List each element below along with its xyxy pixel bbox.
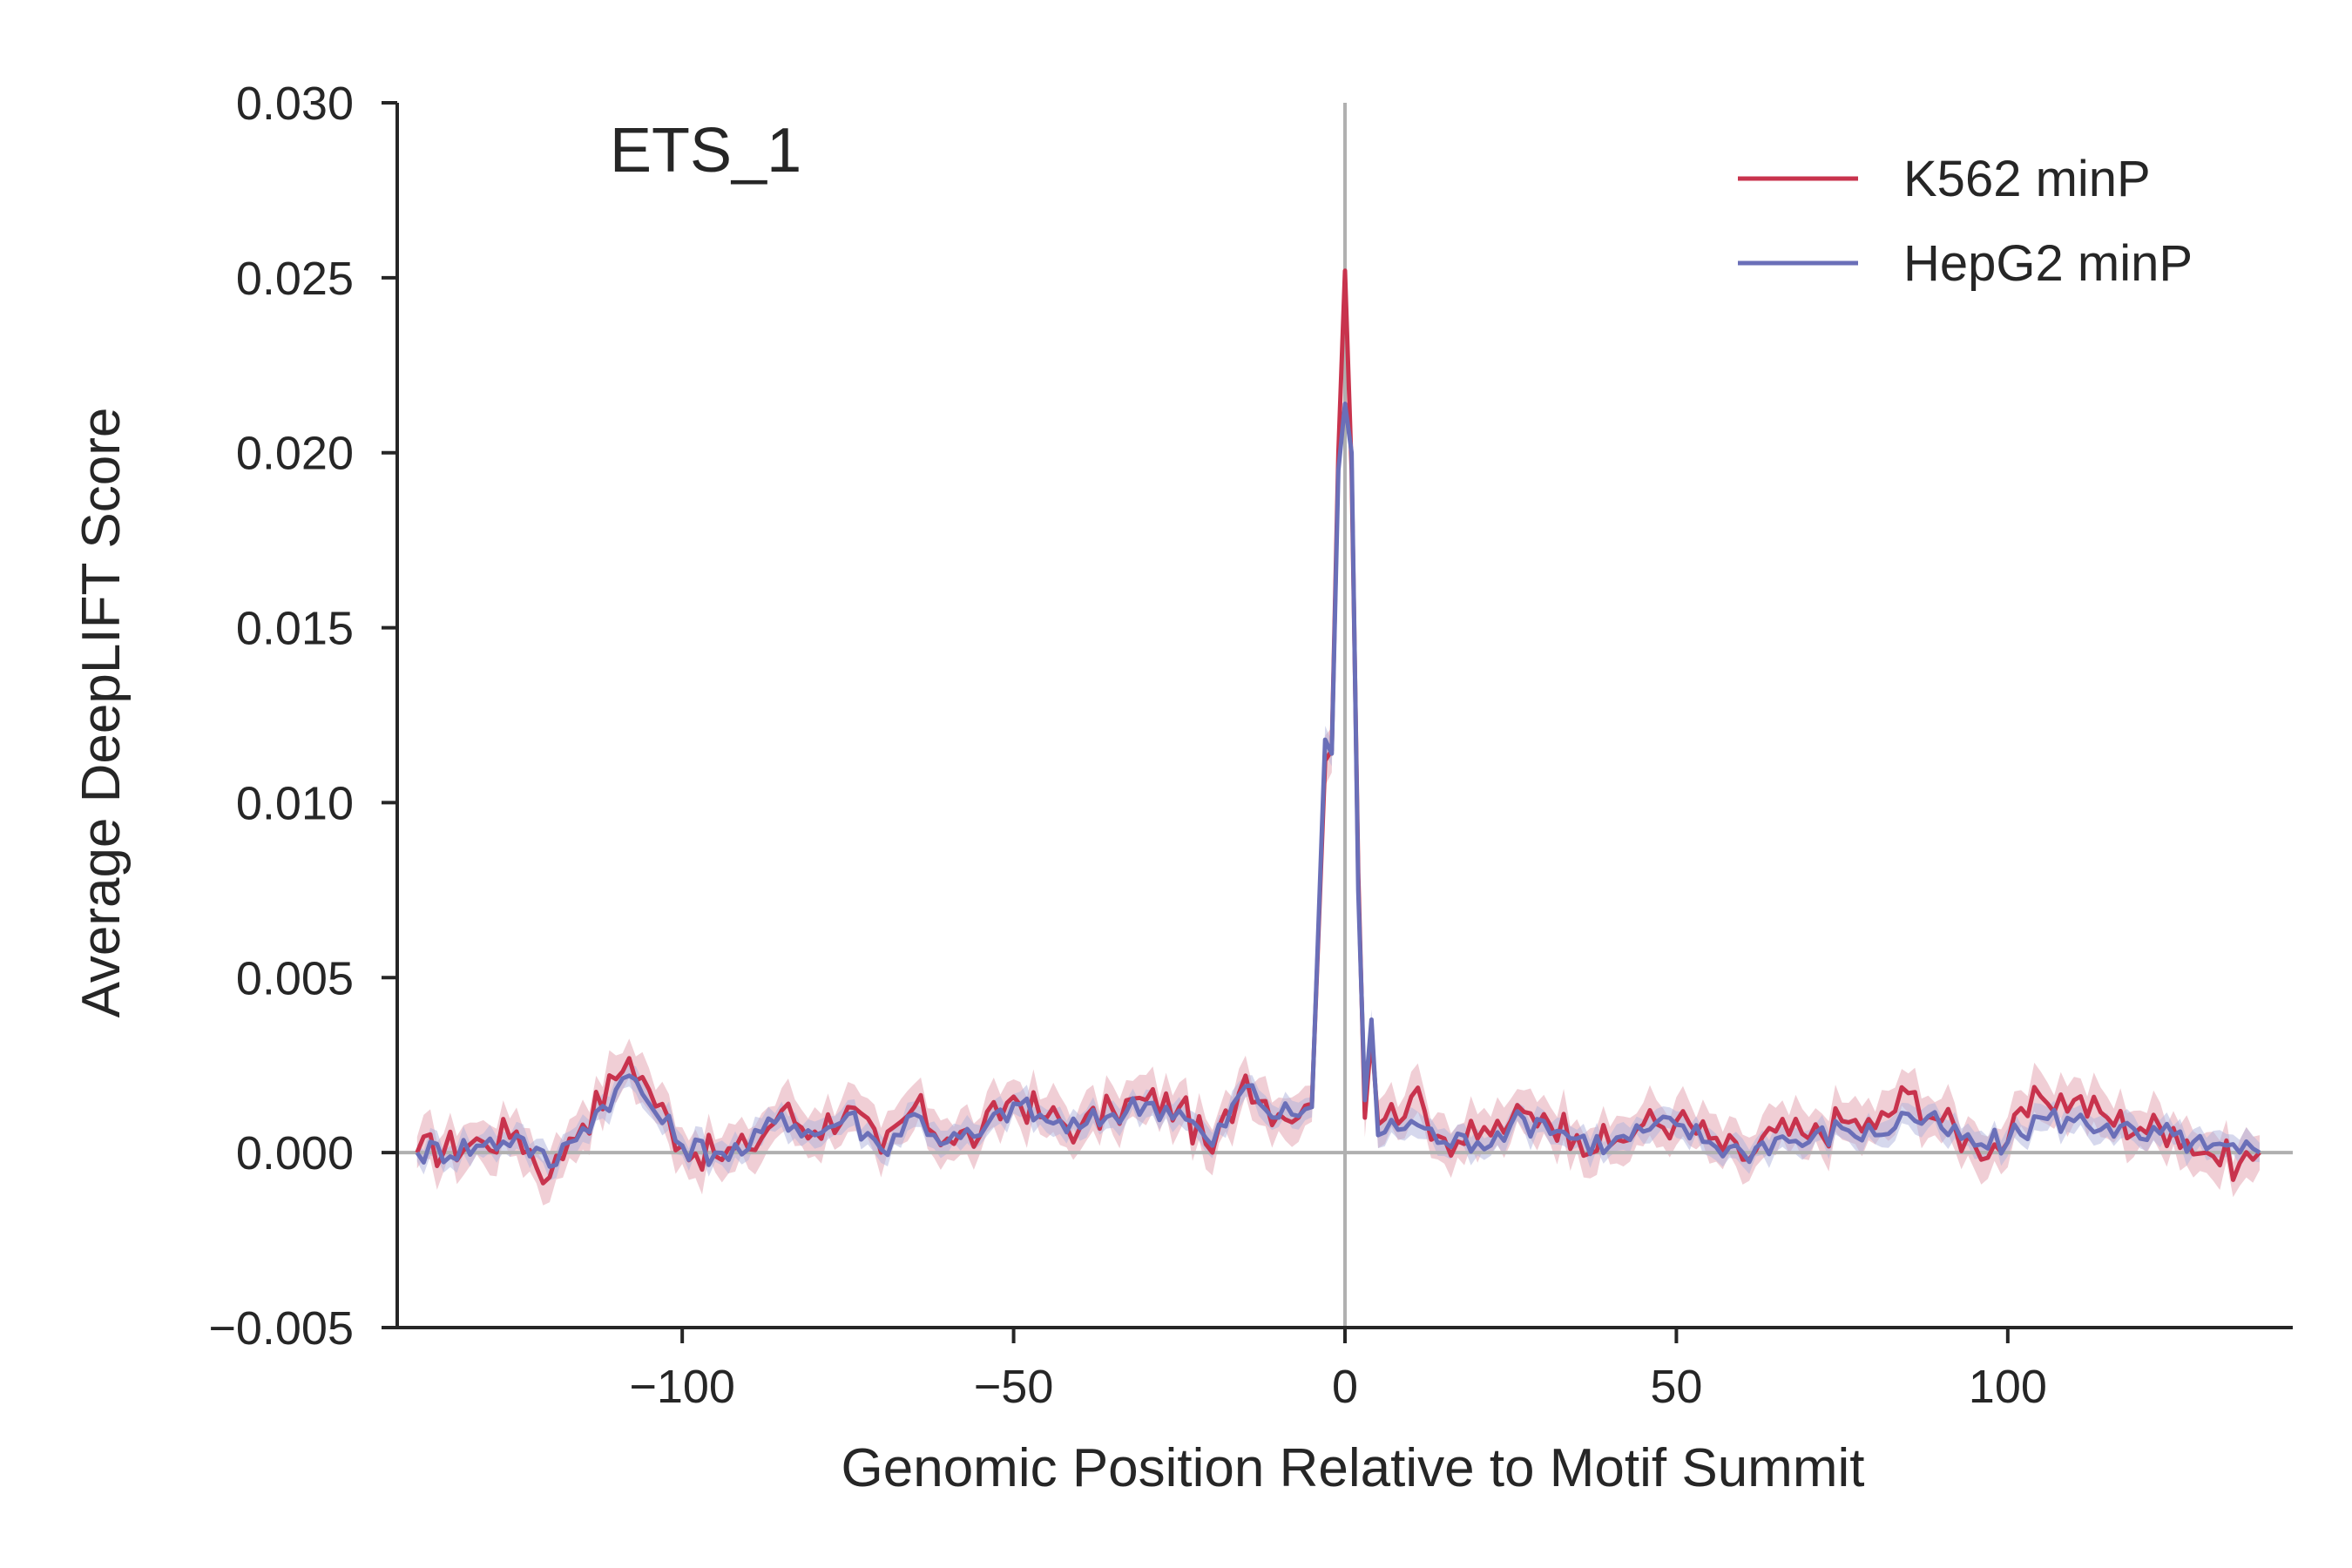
y-tick-label: 0.030 — [236, 78, 354, 130]
y-tick-label: 0.000 — [236, 1127, 354, 1179]
y-tick-label: 0.020 — [236, 428, 354, 480]
y-tick-label: 0.015 — [236, 603, 354, 655]
x-tick-label: 100 — [1969, 1361, 2047, 1413]
y-tick-label: 0.005 — [236, 952, 354, 1004]
tick-marks: −0.005 0.000 0.005 0.010 0.015 0.020 0.025 0.03… — [208, 78, 2047, 1413]
x-tick-label: 0 — [1332, 1361, 1358, 1413]
legend-label-hepg2: HepG2 minP — [1903, 235, 2193, 292]
y-axis-title: Average DeepLIFT Score — [71, 408, 132, 1018]
series-lines — [415, 268, 2261, 1186]
x-tick-label: −50 — [974, 1361, 1054, 1413]
panel-title: ETS_1 — [610, 116, 801, 186]
y-tick-label: 0.025 — [236, 253, 354, 305]
series-line-hepg2 — [415, 402, 2261, 1169]
series-line-k562 — [415, 268, 2261, 1186]
legend-label-k562: K562 minP — [1903, 151, 2151, 207]
x-tick-label: 50 — [1650, 1361, 1702, 1413]
y-tick-label: −0.005 — [208, 1302, 354, 1355]
x-tick-label: −100 — [629, 1361, 735, 1413]
legend: K562 minP HepG2 minP — [1738, 151, 2193, 292]
x-axis-title: Genomic Position Relative to Motif Summi… — [841, 1438, 1865, 1498]
y-tick-label: 0.010 — [236, 777, 354, 829]
